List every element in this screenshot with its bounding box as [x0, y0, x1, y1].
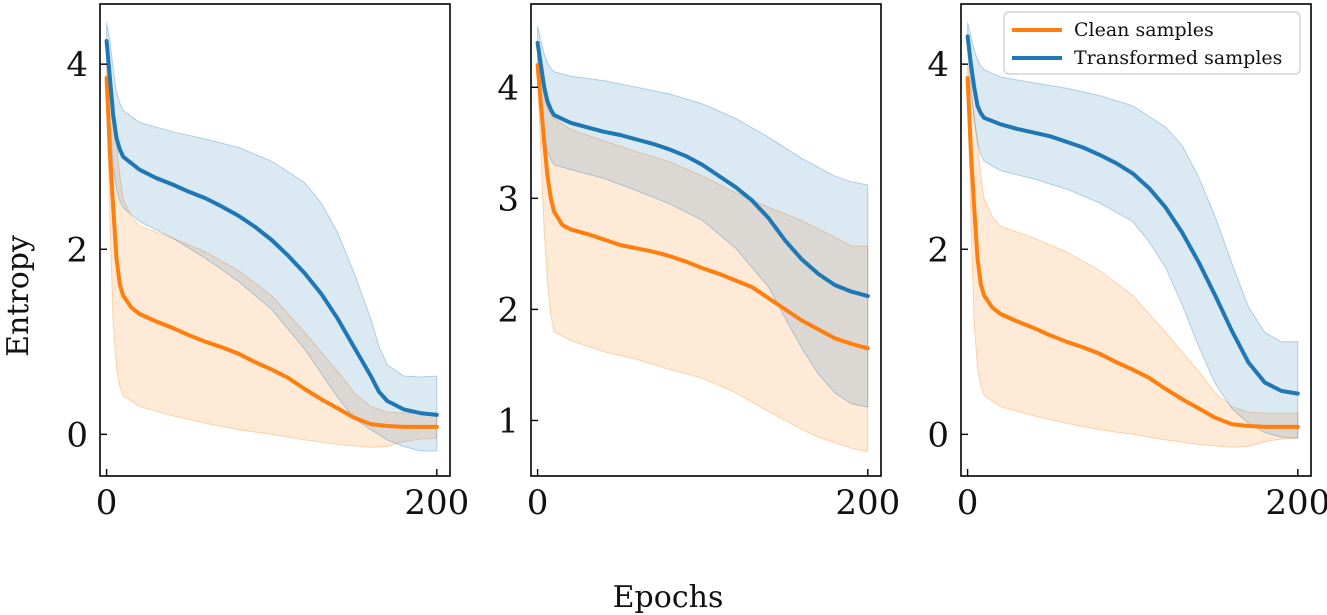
y-tick-label: 4: [497, 68, 519, 108]
legend-entry-transformed: Transformed samples: [1074, 47, 1282, 69]
y-tick-label: 2: [66, 230, 88, 270]
chart-panel-3: 0 2 4 0 200: [927, 3, 1327, 523]
transformed-series-line: [104, 39, 439, 417]
y-tick-label: 0: [66, 415, 88, 455]
legend-entry-clean: Clean samples: [1074, 19, 1214, 41]
y-tick-label: 4: [927, 45, 949, 85]
axes-frame: [99, 3, 451, 477]
x-tick-label: 0: [527, 483, 549, 523]
x-tick-label: 200: [835, 483, 900, 523]
x-axis-label: Epochs: [613, 580, 724, 615]
y-tick-label: 3: [497, 179, 519, 219]
chart-panel-2: 1 2 3 4 0 200: [497, 3, 900, 523]
x-tick-label: 0: [96, 483, 118, 523]
y-tick-label: 0: [927, 415, 949, 455]
y-tick-label: 1: [497, 401, 519, 441]
clean-series-line: [965, 76, 1300, 429]
chart-panels: 0 2 4 0 200 1 2 3 4 0 200 0 2 4 0 200: [66, 3, 1327, 523]
transformed-std-band: [537, 26, 869, 408]
x-tick-label: 200: [1265, 483, 1327, 523]
plot-area: [965, 22, 1300, 448]
clean-series-line: [535, 63, 870, 351]
legend: Clean samples Transformed samples: [1003, 11, 1301, 75]
y-tick-label: 4: [66, 45, 88, 85]
chart-panel-1: 0 2 4 0 200: [66, 3, 469, 523]
clean-series-line: [104, 76, 439, 429]
clean-std-band: [537, 48, 869, 453]
transformed-std-band: [967, 22, 1299, 439]
y-tick-label: 2: [927, 230, 949, 270]
plot-area: [535, 26, 870, 453]
x-tick-label: 200: [404, 483, 469, 523]
y-tick-label: 2: [497, 290, 519, 330]
transformed-series-line: [965, 34, 1300, 396]
clean-std-band: [967, 64, 1299, 448]
axes-frame: [960, 3, 1312, 477]
transformed-series-line: [535, 40, 870, 299]
x-tick-label: 0: [957, 483, 979, 523]
plot-area: [104, 22, 439, 452]
y-axis-label: Entropy: [1, 235, 36, 357]
legend-frame: [1003, 11, 1301, 75]
axes-frame: [530, 3, 882, 477]
